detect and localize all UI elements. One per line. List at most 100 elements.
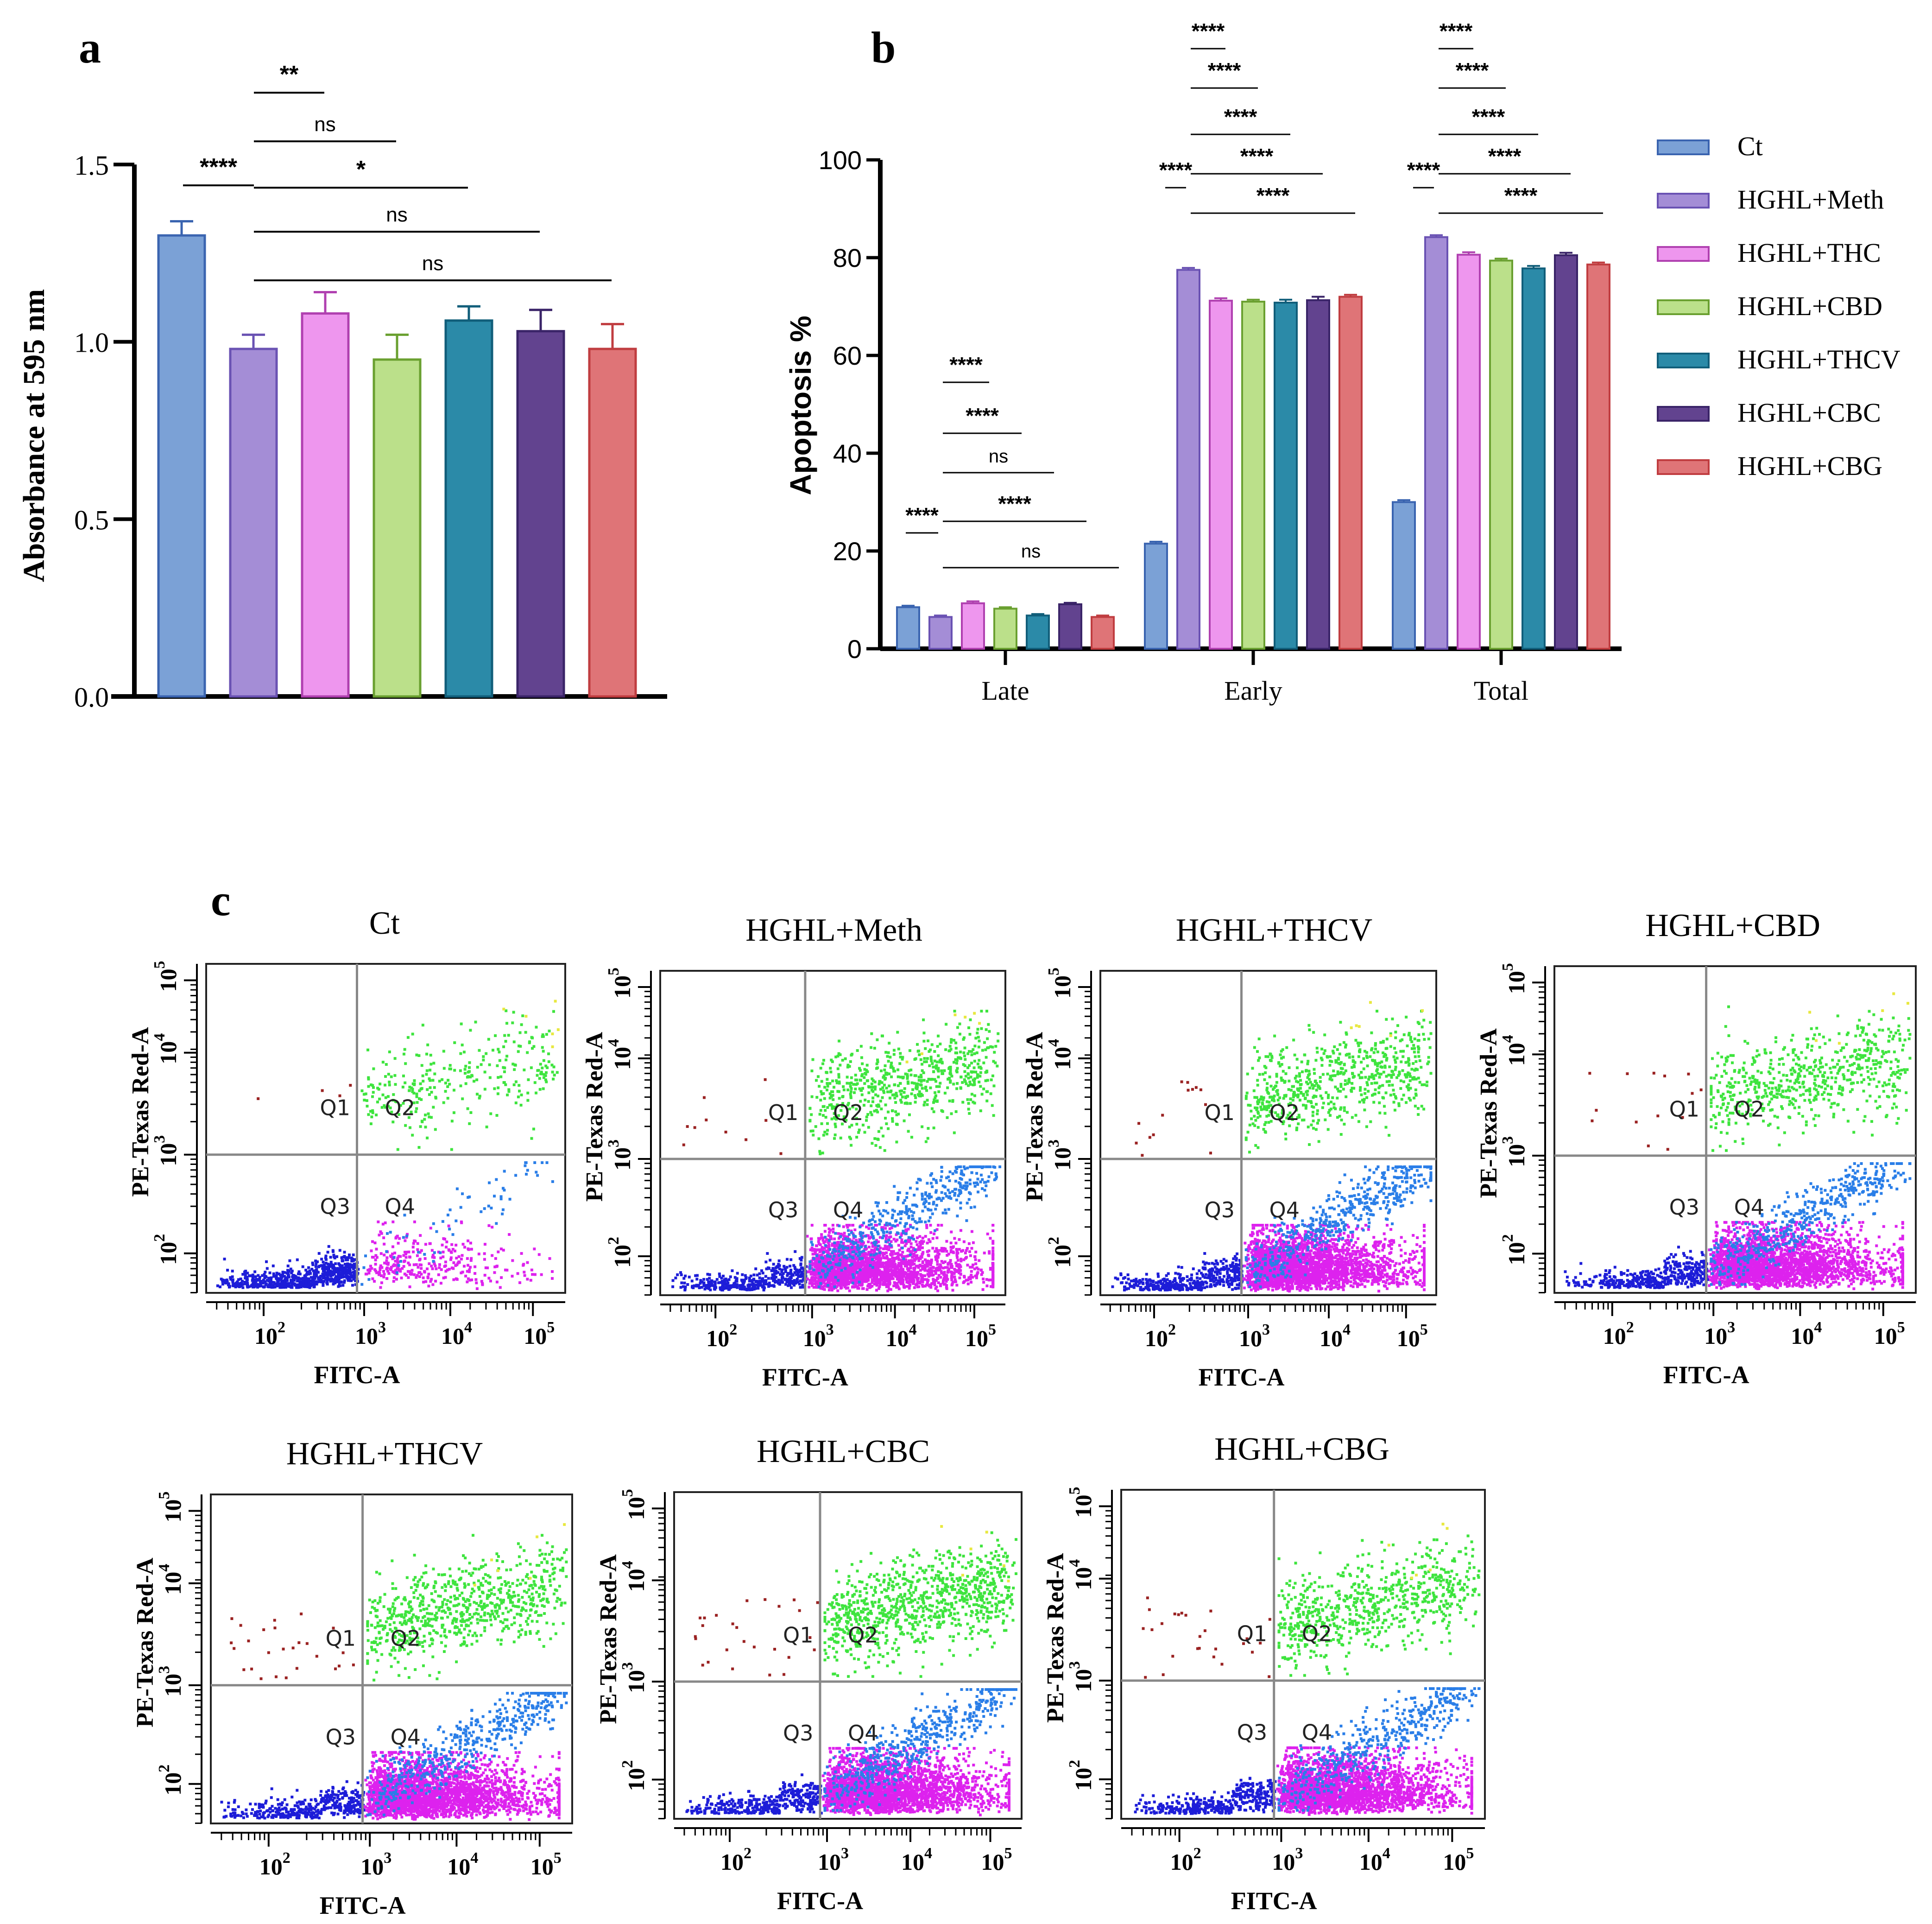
event-dot xyxy=(520,1252,523,1255)
event-dot xyxy=(460,1258,463,1260)
event-dot xyxy=(409,1256,411,1259)
event-dot xyxy=(426,1070,429,1072)
event-dot xyxy=(520,1023,523,1026)
event-dot xyxy=(265,1283,267,1286)
event-dot xyxy=(403,1053,405,1056)
event-dot xyxy=(327,1251,329,1253)
event-dot xyxy=(500,1197,503,1200)
event-dot xyxy=(412,1082,415,1085)
event-dot xyxy=(526,1278,529,1280)
event-dot xyxy=(487,1224,490,1227)
event-dot xyxy=(433,1072,436,1075)
event-dot xyxy=(349,1272,352,1274)
event-dot xyxy=(511,1275,514,1278)
event-dot xyxy=(530,1137,533,1140)
event-dot xyxy=(545,1033,548,1036)
event-dot xyxy=(456,1187,459,1190)
event-dot xyxy=(375,1248,378,1251)
event-dot xyxy=(440,1282,442,1285)
event-dot xyxy=(466,1270,469,1273)
event-dot xyxy=(328,1245,330,1248)
event-dot xyxy=(252,1273,254,1276)
event-dot xyxy=(778,1267,781,1270)
event-dot xyxy=(272,1275,275,1278)
event-dot xyxy=(343,1251,346,1253)
event-dot xyxy=(404,1048,406,1051)
event-dot xyxy=(429,1063,432,1065)
event-dot xyxy=(468,1279,471,1282)
event-dot xyxy=(254,1275,257,1278)
event-dot xyxy=(297,1272,300,1275)
event-dot xyxy=(781,1276,783,1279)
significance-label: **** xyxy=(1256,184,1290,208)
event-dot xyxy=(416,1093,418,1095)
event-dot xyxy=(511,1063,514,1065)
event-dot xyxy=(446,1269,449,1272)
event-dot xyxy=(524,1165,526,1167)
event-dot xyxy=(709,1289,712,1291)
event-dot xyxy=(304,1285,307,1288)
event-dot xyxy=(557,1028,560,1031)
x-axis-label: FITC-A xyxy=(314,1361,400,1389)
event-dot xyxy=(352,1253,355,1256)
event-dot xyxy=(688,1276,691,1278)
event-dot xyxy=(367,1272,370,1274)
event-dot xyxy=(550,1063,553,1066)
event-dot xyxy=(407,1251,410,1253)
event-dot xyxy=(429,1069,431,1071)
event-dot xyxy=(526,1051,529,1054)
event-dot xyxy=(349,1276,352,1278)
event-dot xyxy=(454,1250,456,1253)
event-dot xyxy=(290,1279,292,1282)
event-dot xyxy=(552,1010,555,1013)
event-dot xyxy=(502,1209,505,1211)
event-dot xyxy=(476,1093,479,1095)
event-dot xyxy=(495,1114,498,1117)
event-dot xyxy=(374,1259,377,1261)
event-dot xyxy=(497,1251,499,1253)
panel-b-chart: Apoptosis % 020406080100Late Early Total *… xyxy=(784,19,1900,706)
event-dot xyxy=(348,1253,351,1256)
event-dot xyxy=(491,1254,493,1257)
legend-label: HGHL+CBG xyxy=(1737,451,1882,481)
event-dot xyxy=(505,1022,508,1025)
event-dot xyxy=(250,1285,253,1287)
event-dot xyxy=(404,1251,406,1253)
event-dot xyxy=(391,1120,394,1123)
event-dot xyxy=(503,1189,505,1191)
bar-hghl-cbg xyxy=(589,349,636,696)
event-dot xyxy=(517,1272,519,1275)
event-dot xyxy=(464,1072,467,1075)
event-dot xyxy=(695,1278,698,1280)
significance-label: **** xyxy=(949,353,983,377)
event-dot xyxy=(447,1214,449,1216)
event-dot xyxy=(337,1262,340,1265)
event-dot xyxy=(287,1274,290,1277)
event-dot xyxy=(422,1276,425,1279)
event-dot xyxy=(525,1173,528,1176)
event-dot xyxy=(300,1285,303,1288)
legend-label: Ct xyxy=(1737,131,1763,161)
event-dot xyxy=(483,1207,486,1210)
significance-label: **** xyxy=(966,404,999,428)
event-dot xyxy=(427,1273,430,1276)
event-dot xyxy=(502,1008,505,1011)
y-tick-label: 1.5 xyxy=(74,150,109,181)
event-dot xyxy=(445,1240,448,1243)
legend-label: HGHL+THC xyxy=(1737,238,1881,268)
event-dot xyxy=(382,1276,385,1278)
event-dot xyxy=(754,1267,757,1270)
event-dot xyxy=(482,1055,485,1058)
y-tick-label: 1.0 xyxy=(74,328,109,358)
flow-plot-2: HGHL+MethQ1 Q2Q3 Q410 2 10 3 10 4 10 5FITC-A10210… xyxy=(581,912,1005,1391)
event-dot xyxy=(491,1226,493,1228)
event-dot xyxy=(378,1234,381,1236)
event-dot xyxy=(489,1112,492,1115)
significance-label: **** xyxy=(1456,58,1489,82)
event-dot xyxy=(226,1269,229,1272)
event-dot xyxy=(452,1278,455,1281)
event-dot xyxy=(333,1255,335,1258)
event-dot xyxy=(384,1075,387,1078)
event-dot xyxy=(241,1280,244,1283)
event-dot xyxy=(455,1263,458,1266)
